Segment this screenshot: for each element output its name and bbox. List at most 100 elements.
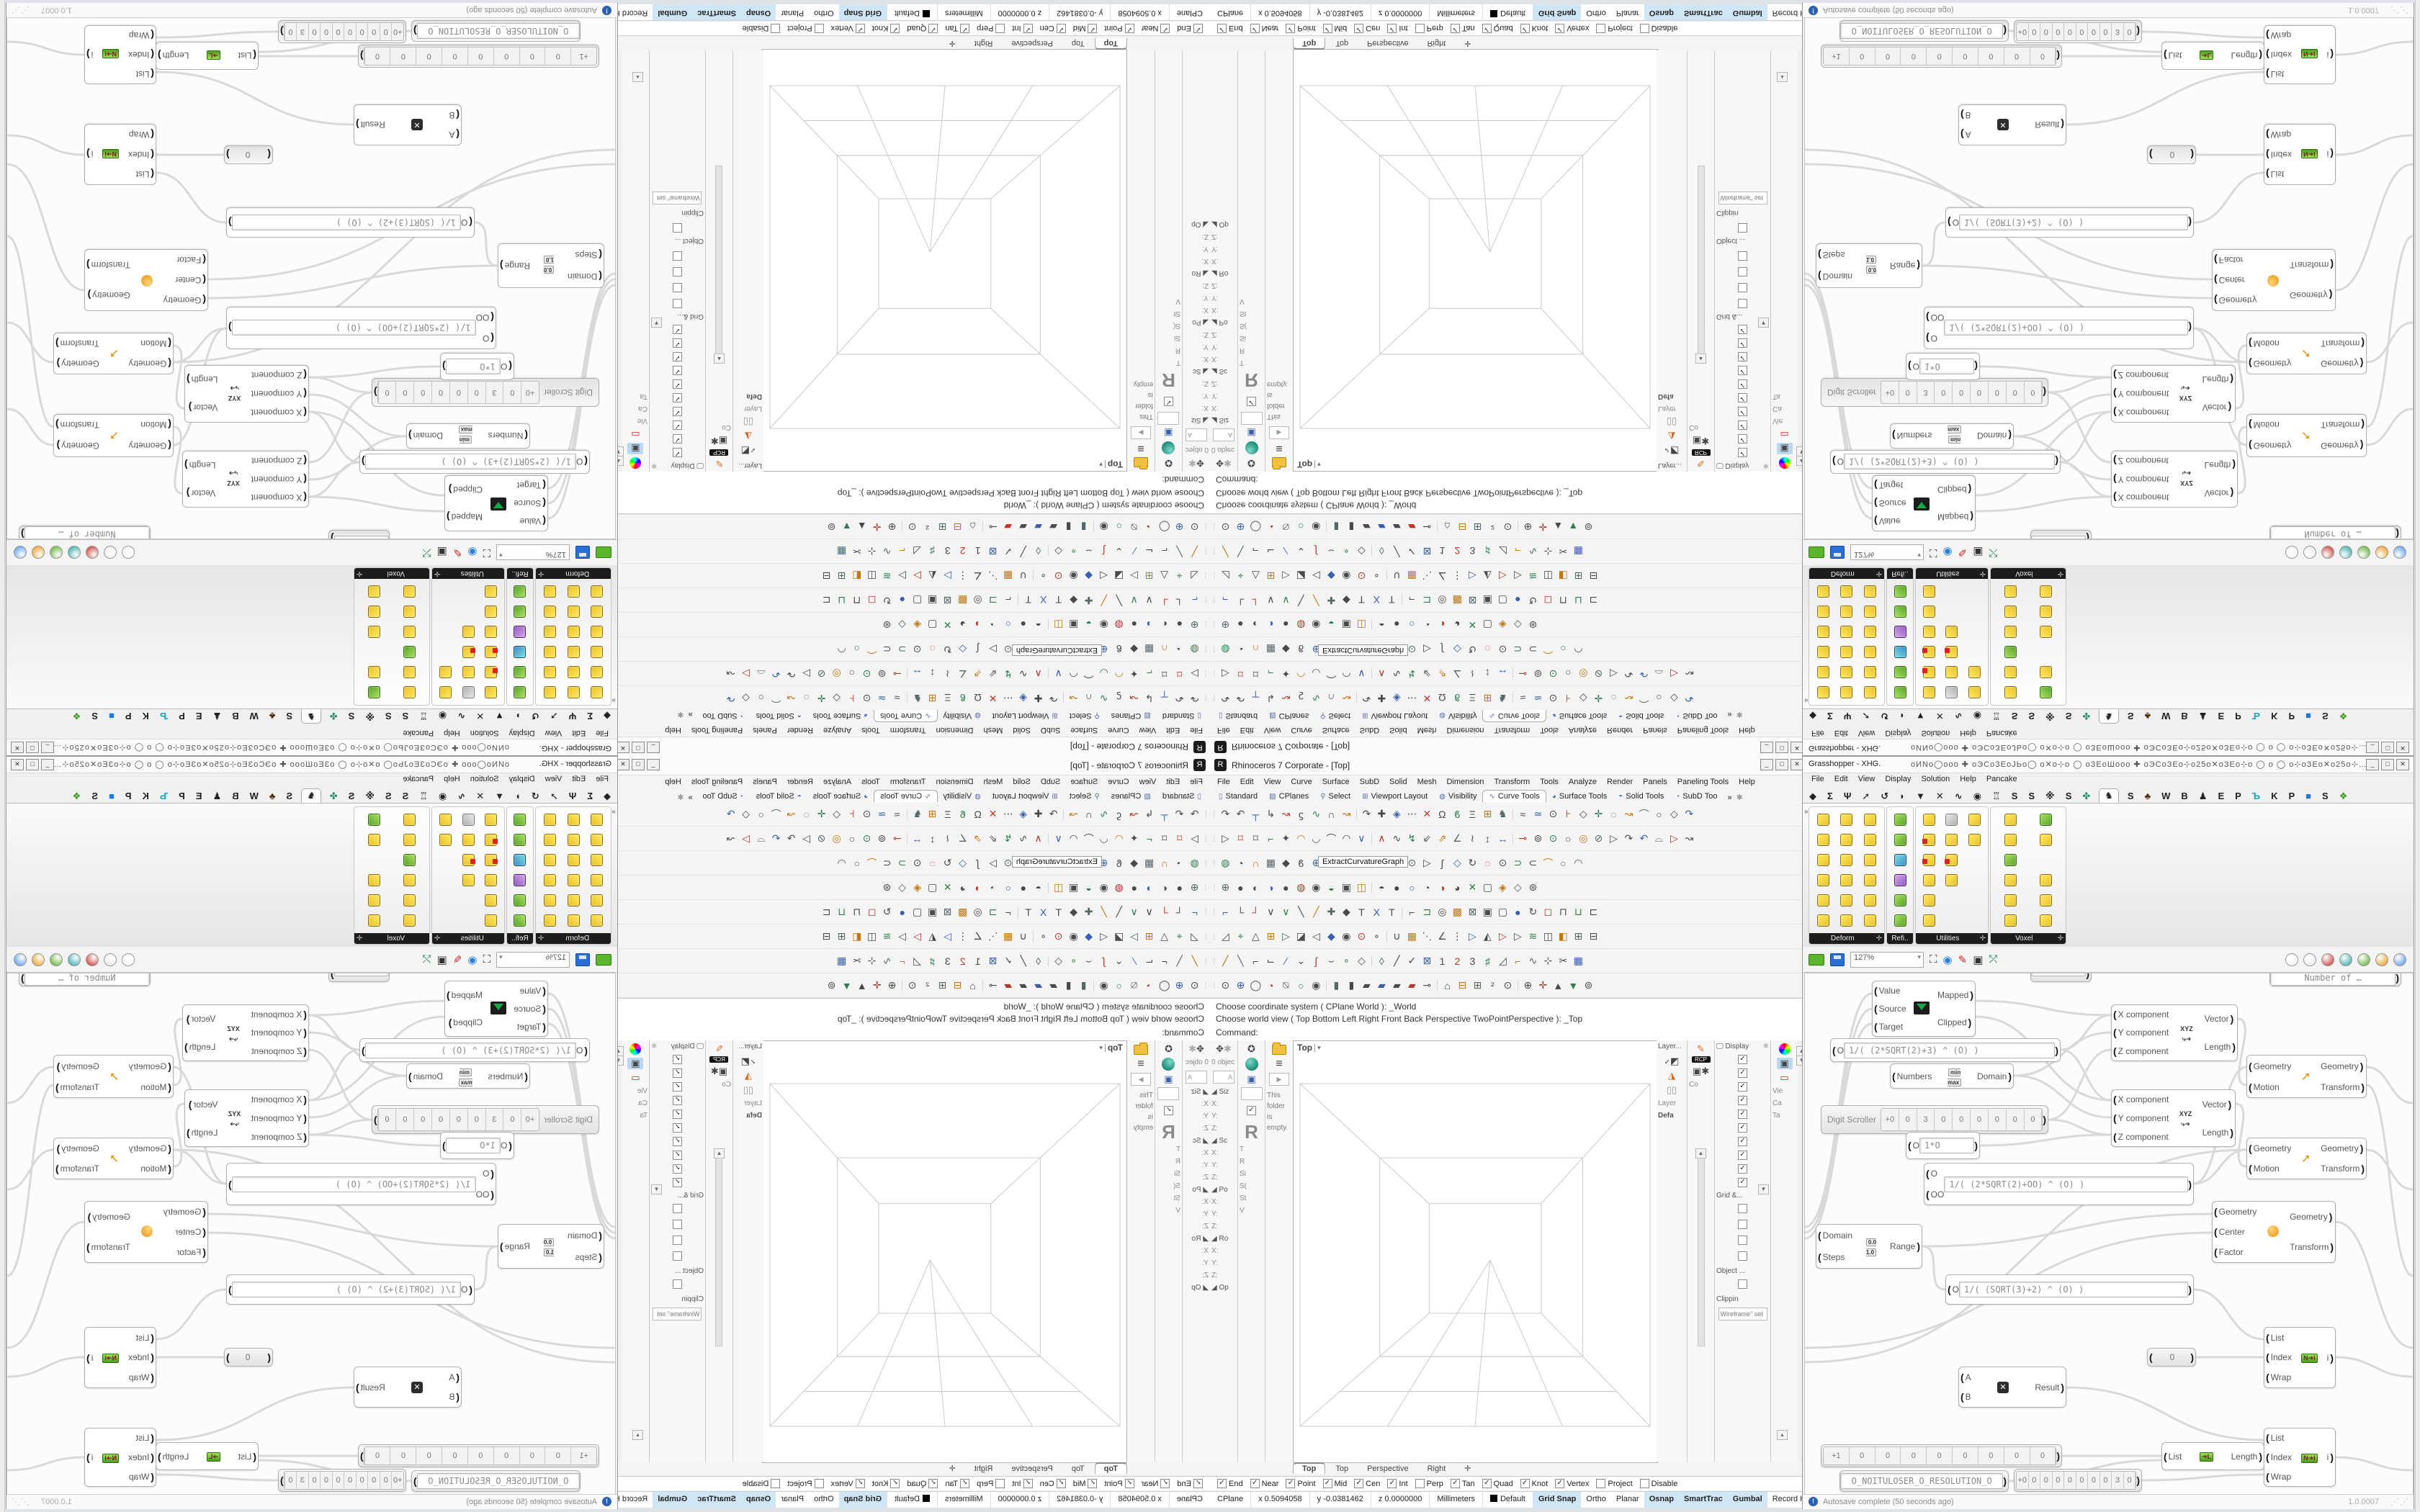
panel-file-browser[interactable]: ≡ ▶ This folder is empty. [1265, 1040, 1294, 1462]
gh-plugin-tab[interactable]: S [2127, 711, 2134, 721]
rhino-titlebar[interactable]: R Rhinoceros 7 Corporate - [Top] _ □ ✕ [612, 737, 1210, 756]
display-checkbox[interactable] [673, 1279, 682, 1289]
toolbar-icon[interactable]: ⊕ [887, 521, 897, 533]
toolbar-icon[interactable]: ⌒ [771, 808, 781, 820]
viewport-tab-top[interactable]: Top [1071, 1464, 1085, 1473]
toolbar-icon[interactable]: ↕ [1484, 832, 1490, 845]
toolbar-icon[interactable]: ╲ [1298, 595, 1304, 606]
gh-node[interactable]: (List(Index(Wrap N➜i i) [2264, 124, 2336, 185]
component-icon[interactable] [368, 914, 380, 927]
toolbar-icon[interactable]: ↷ [786, 832, 796, 844]
toolbar-icon[interactable]: ↻ [943, 644, 952, 655]
viewport-tab-right[interactable]: Right [1427, 39, 1446, 48]
toolbar-icon[interactable]: ∠ [1453, 668, 1462, 680]
toolbar-icon[interactable]: ↶ [1175, 693, 1184, 704]
display-checkbox[interactable] [1738, 1220, 1747, 1229]
toolbar-icon[interactable]: ▷ [1422, 857, 1431, 868]
toolbar-icon[interactable]: ● [1131, 881, 1137, 894]
menu-item-dimension[interactable]: Dimension [936, 777, 974, 786]
panel-rcp[interactable]: ✎ RCP ▣✱ Co ▲ [1688, 1040, 1715, 1462]
toolbar-icon[interactable]: ▷ [742, 832, 750, 844]
toolbar-icon[interactable]: Τ [1055, 594, 1062, 606]
toolbar-icon[interactable]: ⊸ [892, 832, 902, 844]
save-file-icon[interactable] [575, 953, 590, 966]
toolbar-icon[interactable]: ▣ [1069, 619, 1079, 631]
toolbar-icon[interactable]: ▷ [1609, 832, 1618, 844]
toolbar-icon[interactable]: ▰ [1407, 979, 1416, 991]
gh-node[interactable]: (Geometry(Center(Factor Geometry) Transfor… [2212, 249, 2336, 311]
toolbar-icon[interactable]: ϐ [1298, 643, 1304, 655]
toolbar-icon[interactable]: ○ [1560, 643, 1567, 655]
toolbar-icon[interactable]: ▩ [958, 906, 968, 917]
menu-item-panels[interactable]: Panels [1643, 726, 1667, 735]
gh-tab-icon[interactable]: ▼ [495, 711, 504, 721]
status-toggle-grid-snap[interactable]: Grid Snap [1533, 1492, 1582, 1508]
gh-node[interactable]: (Geometry(Center(Factor Geometry) Transfor… [2212, 1201, 2336, 1263]
toolbar-icon[interactable]: ∕ [1285, 545, 1287, 557]
osnap-checkbox-point[interactable] [1286, 1479, 1296, 1488]
gh-plugin-tab[interactable]: B [232, 791, 239, 801]
toolbar-icon[interactable]: ◭ [928, 570, 937, 582]
osnap-checkbox-project[interactable] [1596, 24, 1606, 33]
toolbar-icon[interactable]: ⌑ [1252, 668, 1258, 680]
menu-item-edit[interactable]: Edit [1834, 775, 1848, 783]
component-icon[interactable] [543, 894, 556, 907]
gh-plugin-tab[interactable]: ❖ [2339, 711, 2348, 721]
component-icon[interactable] [2040, 686, 2052, 699]
toolbar-icon[interactable]: ▮ [1348, 521, 1355, 533]
gh-titlebar[interactable]: Grasshopper - XHG. оИNо◯ооо ✚ оЭСоЗЕоЈЬо… [1803, 757, 2414, 773]
toolbar-icon[interactable]: ∠ [973, 570, 982, 582]
toolbar-icon[interactable]: ◐ [1252, 618, 1259, 631]
toolbar-icon[interactable]: ↝ [1281, 808, 1291, 819]
toolbar-icon[interactable]: ↷ [1685, 808, 1694, 819]
toolbar-icon[interactable]: ◍ [1296, 619, 1306, 631]
gumball-field[interactable]: A [1213, 428, 1234, 441]
toolbar-icon[interactable]: Ω [1438, 808, 1446, 820]
component-icon[interactable] [484, 894, 497, 907]
component-icon[interactable] [1894, 874, 1906, 887]
maximize-button[interactable]: □ [26, 742, 39, 753]
component-icon[interactable] [591, 666, 604, 679]
display-checkbox[interactable] [1738, 299, 1747, 308]
toolbar-icon[interactable]: ◇ [1054, 955, 1063, 966]
toolbar-icon[interactable]: ♞ [1498, 808, 1507, 819]
toolbar-icon[interactable]: ≀ [946, 832, 950, 844]
toolbar-icon[interactable]: ↝ [786, 808, 796, 819]
toolbar-icon[interactable]: ◆ [1130, 644, 1139, 655]
toolbar-icon[interactable]: ⌖ [1176, 930, 1183, 942]
toolbar-icon[interactable]: ∕ [1133, 545, 1135, 557]
toolbar-icon[interactable]: ▣ [928, 595, 938, 606]
toolbar-icon[interactable]: ┬ [1252, 808, 1260, 820]
toolbar-icon[interactable]: ⊚ [1533, 668, 1543, 680]
toolbar-tab-curve-tools[interactable]: ∿ Curve Tools [1482, 790, 1546, 802]
menu-item-edit[interactable]: Edit [1166, 777, 1180, 786]
menu-item-curve[interactable]: Curve [1291, 777, 1312, 786]
preview-mode-icon[interactable] [2303, 953, 2316, 966]
toolbar-icon[interactable]: └ [1175, 594, 1183, 606]
toolbar-icon[interactable]: ∨ [1282, 906, 1290, 917]
toolbar-icon[interactable]: ⊙ [913, 644, 922, 655]
component-icon[interactable] [2004, 666, 2017, 679]
toolbar-icon[interactable]: ○ [1656, 692, 1662, 704]
gh-node[interactable]: (Domain(Steps 0.0 1.0 Range) [498, 243, 604, 288]
toolbar-icon[interactable]: ⊙ [908, 979, 917, 991]
status-toggle-ortho[interactable]: Ortho [814, 1495, 834, 1503]
toolbar-tab-viewport-layout[interactable]: ⊞ Viewport Layout [992, 792, 1058, 801]
gh-node[interactable]: (Value(Source(Target Mapped) Clipped) [1872, 475, 1976, 531]
component-icon[interactable] [484, 686, 497, 699]
menu-item-transform[interactable]: Transform [889, 726, 926, 735]
component-icon[interactable] [1864, 894, 1877, 907]
component-icon[interactable] [403, 853, 416, 866]
toolbar-icon[interactable]: ◧ [852, 930, 862, 942]
toolbar-icon[interactable]: ⌑ [1252, 832, 1258, 844]
menu-item-edit[interactable]: Edit [572, 775, 586, 783]
toolbar-icon[interactable]: ⊙ [862, 693, 871, 704]
menu-item-tools[interactable]: Tools [861, 726, 880, 735]
component-icon[interactable] [1864, 833, 1877, 846]
toolbar-icon[interactable]: ↯ [1003, 668, 1013, 680]
toolbar-tab-cplanes[interactable]: ▨ CPlanes [1111, 792, 1151, 801]
toolbar-icon[interactable]: ╱ [1394, 546, 1400, 557]
toolbar-icon[interactable]: ◈ [1392, 808, 1401, 819]
menu-item-view[interactable]: View [1139, 726, 1157, 735]
